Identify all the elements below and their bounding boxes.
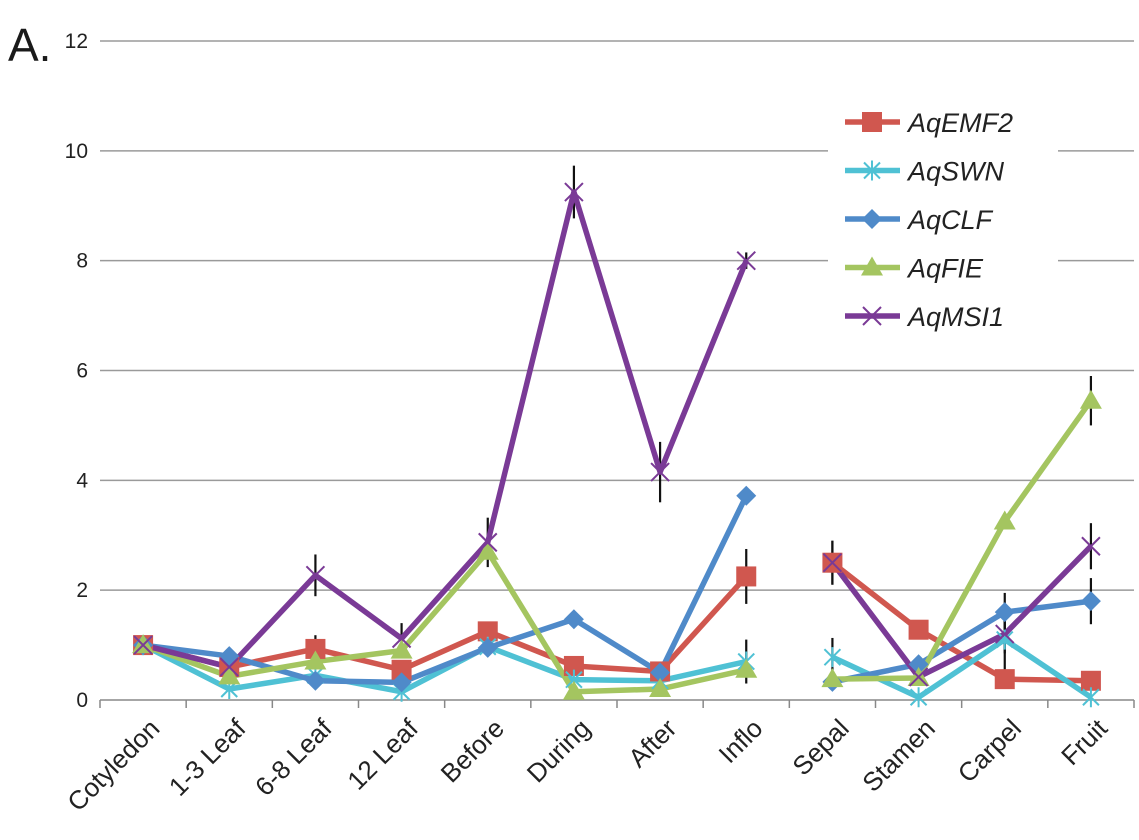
legend-marker-aqmsi1 [862, 306, 882, 326]
data-point-aqemf2 [391, 659, 412, 680]
series-lines [141, 189, 1094, 701]
series-line-aqfie [832, 399, 1094, 682]
x-tick-label: Before [435, 713, 510, 788]
data-point-aqmsi1 [133, 635, 153, 655]
x-axis [99, 699, 1135, 708]
data-point-aqclf [563, 609, 584, 630]
data-point-aqfie [390, 639, 413, 659]
data-point-aqmsi1 [736, 250, 756, 271]
legend-marker-aqswn [863, 160, 881, 181]
data-point-aqmsi1 [564, 182, 584, 202]
x-tick-label: Sepal [786, 713, 854, 781]
x-tick-label: 6-8 Leaf [249, 712, 338, 801]
panel-label: A. [8, 19, 52, 71]
series-line-aqswn [831, 636, 1093, 701]
legend-marker-aqfie [861, 256, 883, 276]
x-tick-label: Carpel [952, 713, 1027, 788]
data-point-aqclf [908, 654, 929, 675]
data-point-aqmsi1 [822, 553, 843, 573]
y-tick-label: 8 [76, 250, 88, 273]
data-point-aqfie [304, 650, 327, 670]
data-point-aqfie [993, 510, 1016, 530]
data-point-aqclf [1080, 591, 1101, 612]
legend-label-aqswn: AqSWN [906, 157, 1005, 187]
legend-marker-aqemf2 [862, 112, 882, 132]
y-tick-label: 4 [76, 469, 88, 492]
series-line-aqemf2 [830, 560, 1091, 684]
data-point-aqemf2 [563, 655, 584, 676]
legend-label-aqfie: AqFIE [906, 254, 984, 284]
data-point-aqfie [132, 634, 155, 654]
data-point-aqswn [909, 687, 928, 708]
data-point-aqemf2 [994, 669, 1015, 690]
legend-marker-aqclf [862, 209, 882, 229]
series-line-aqmsi1 [142, 189, 749, 670]
data-point-aqmsi1 [1081, 536, 1101, 556]
x-tick-label: After [622, 713, 682, 773]
series-line-aqemf2 [142, 574, 749, 675]
data-point-aqfie [1079, 389, 1102, 409]
data-point-aqmsi1 [478, 532, 498, 553]
data-point-aqclf [305, 670, 326, 691]
data-point-aqclf [736, 485, 757, 506]
data-point-aqfie [735, 658, 758, 678]
data-point-aqswn [823, 647, 842, 668]
data-point-aqclf [650, 662, 671, 683]
legend: AqEMF2 AqSWN AqCLF AqFIE AqMSI1 [828, 92, 1058, 342]
data-point-aqemf2 [477, 621, 498, 642]
y-tick-label: 10 [65, 140, 88, 163]
data-point-aqemf2 [736, 566, 757, 587]
y-tick-label: 12 [65, 30, 88, 53]
data-point-aqemf2 [908, 619, 929, 640]
series-markers [132, 182, 1102, 708]
data-point-aqmsi1 [219, 657, 239, 677]
data-point-aqemf2 [1080, 670, 1101, 691]
legend-label-aqclf: AqCLF [906, 205, 994, 235]
data-point-aqmsi1 [908, 667, 929, 687]
data-point-aqclf [994, 602, 1015, 623]
series-line-aqclf [831, 598, 1092, 685]
x-tick-label: During [521, 713, 596, 788]
data-point-aqclf [477, 637, 498, 658]
data-point-aqfie [476, 540, 499, 560]
legend-label-aqmsi1: AqMSI1 [906, 302, 1004, 332]
x-tick-label: 1-3 Leaf [163, 712, 252, 801]
data-point-aqmsi1 [650, 462, 670, 482]
x-tick-label: Fruit [1055, 712, 1114, 771]
y-tick-label: 0 [76, 689, 88, 712]
data-point-aqfie [821, 668, 844, 688]
series-line-aqmsi1 [830, 544, 1093, 680]
data-point-aqclf [391, 672, 412, 693]
data-point-aqfie [649, 678, 672, 698]
x-tick-label: Cotyledon [61, 713, 165, 817]
legend-label-aqemf2: AqEMF2 [906, 108, 1013, 138]
y-tick-label: 6 [76, 360, 88, 383]
y-axis-ticks: 0 2 4 6 8 10 12 [65, 30, 89, 712]
series-line-aqfie [142, 548, 747, 695]
x-tick-label: Inflo [713, 713, 769, 769]
x-tick-label: 12 Leaf [341, 712, 424, 795]
data-point-aqmsi1 [305, 565, 326, 586]
series-line-aqclf [142, 494, 749, 686]
data-point-aqmsi1 [995, 624, 1015, 644]
gridlines [100, 40, 1134, 591]
y-tick-label: 2 [76, 579, 88, 602]
data-point-aqemf2 [305, 638, 326, 659]
data-point-aqswn [1082, 687, 1100, 708]
data-point-aqmsi1 [391, 628, 412, 649]
series-line-aqswn [141, 642, 747, 695]
data-point-aqfie [218, 665, 241, 685]
data-point-aqfie [562, 680, 585, 700]
x-tick-label: Stamen [856, 713, 941, 798]
